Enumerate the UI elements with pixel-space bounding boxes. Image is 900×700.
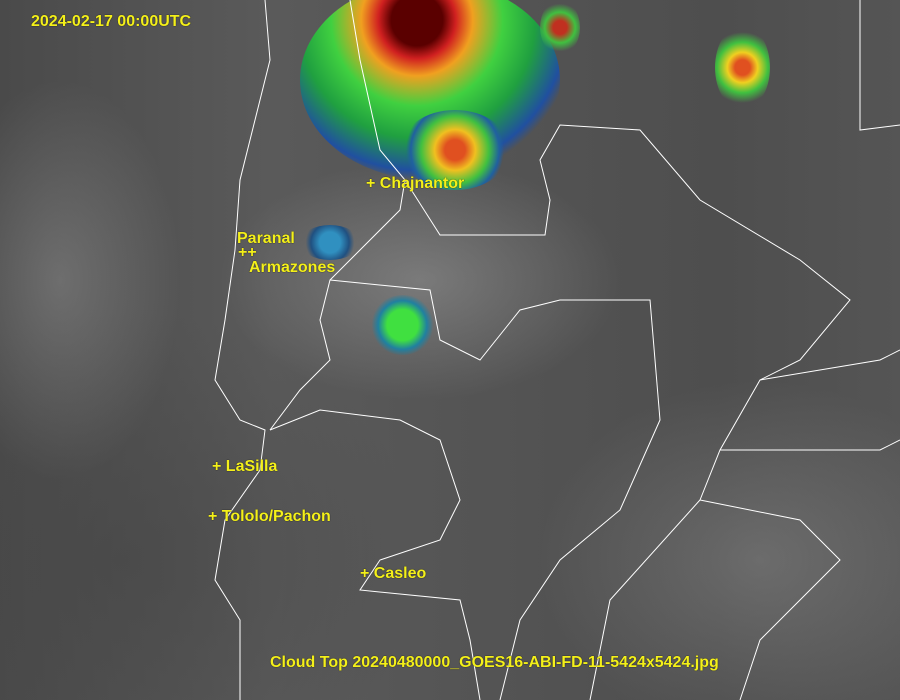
storm-cell: [400, 110, 510, 190]
site-label-armazones: Armazones: [249, 259, 336, 276]
site-marker-paranal-armazones: ++: [238, 244, 257, 261]
image-caption: Cloud Top 20240480000_GOES16-ABI-FD-11-5…: [270, 654, 719, 671]
site-label-tololo-pachon: + Tololo/Pachon: [208, 508, 331, 525]
site-label-casleo: + Casleo: [360, 565, 427, 582]
storm-cell: [300, 225, 360, 260]
site-label-paranal: Paranal: [237, 230, 295, 247]
timestamp: 2024-02-17 00:00UTC: [31, 13, 192, 30]
site-label-chajnantor: + Chajnantor: [366, 175, 465, 192]
storm-cell: [540, 0, 580, 55]
site-label-lasilla: + LaSilla: [212, 458, 278, 475]
storm-cell: [370, 295, 435, 355]
storm-cell: [715, 25, 770, 110]
